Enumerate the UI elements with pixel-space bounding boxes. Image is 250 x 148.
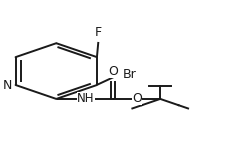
- Text: NH: NH: [77, 92, 95, 105]
- Text: Br: Br: [123, 68, 137, 81]
- Text: O: O: [108, 65, 118, 78]
- Text: F: F: [95, 25, 102, 38]
- Text: O: O: [132, 92, 142, 105]
- Text: N: N: [3, 79, 12, 92]
